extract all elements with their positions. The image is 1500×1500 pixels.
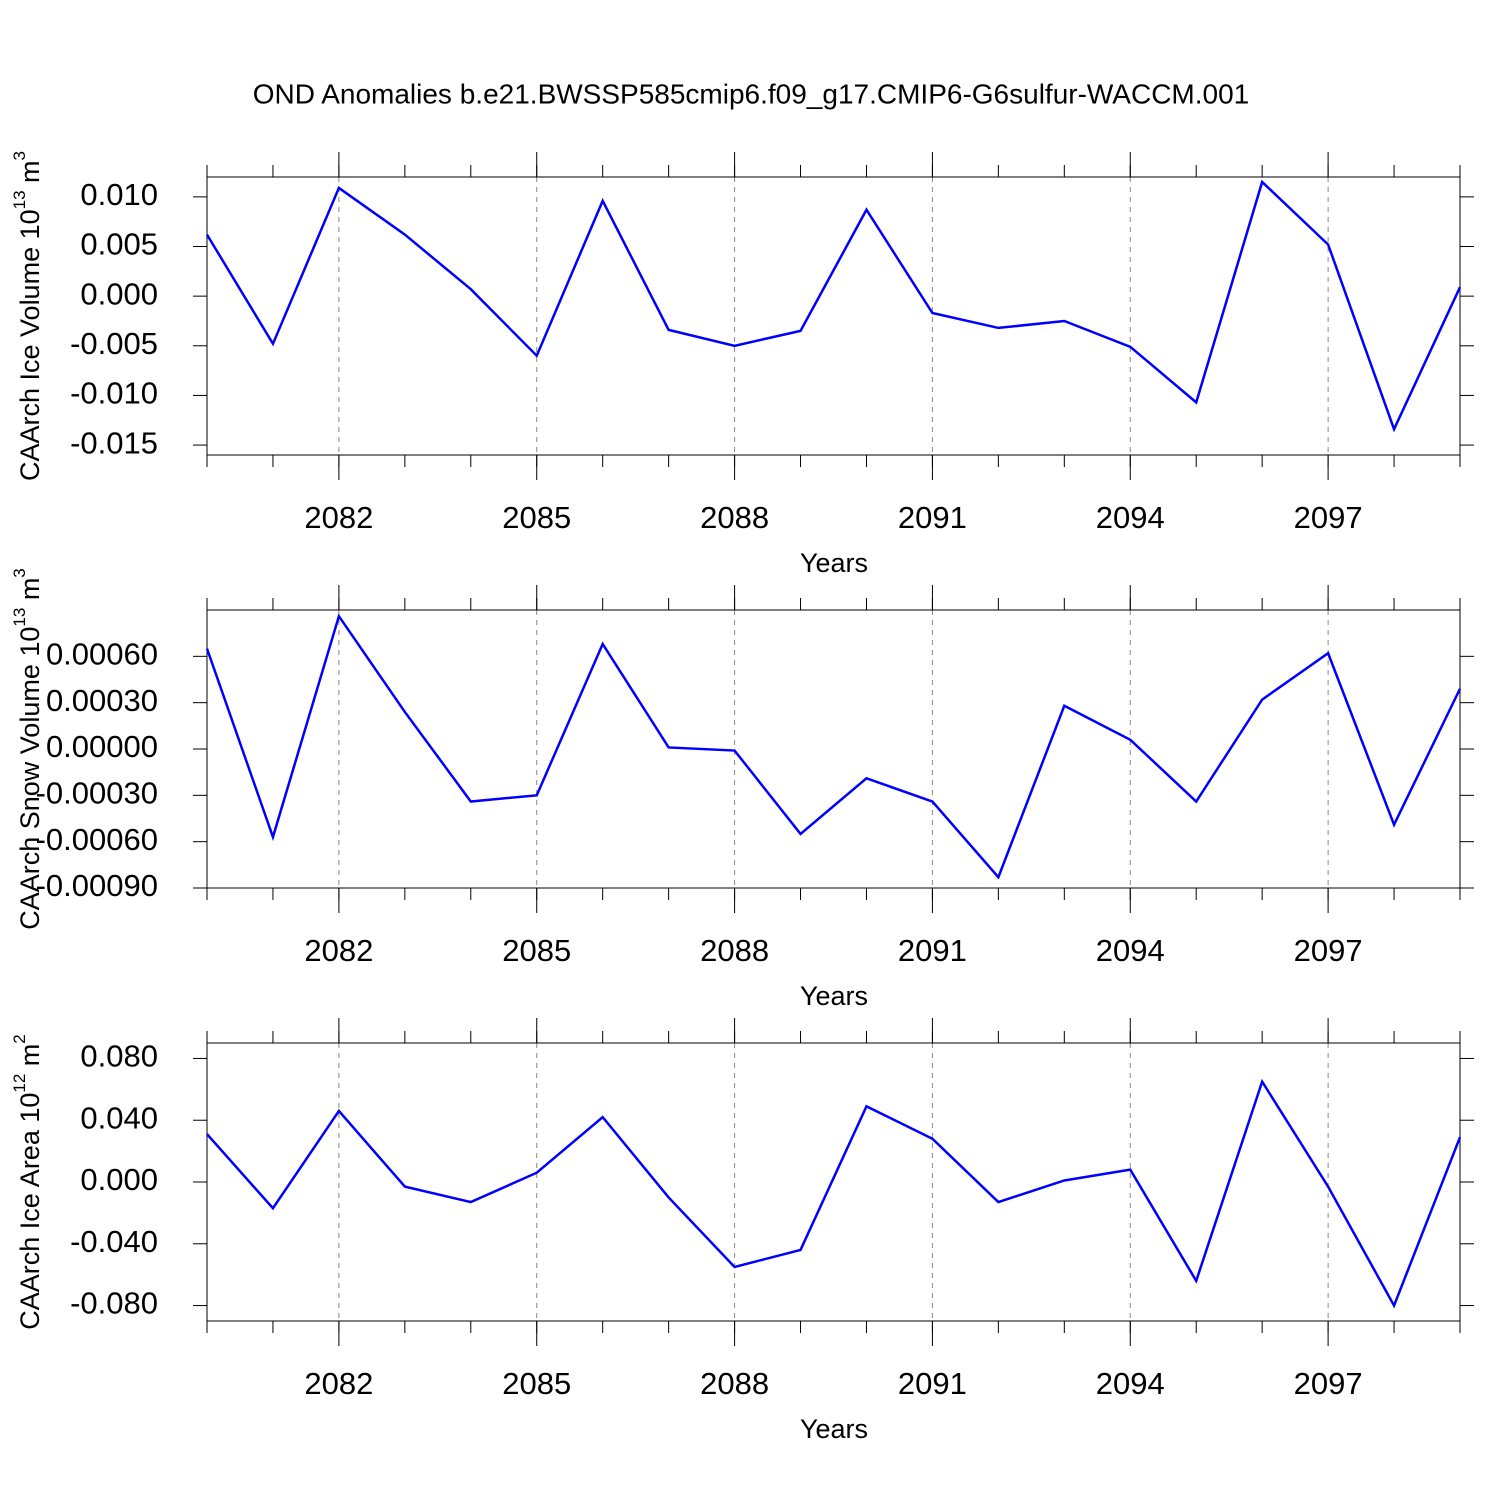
- y-tick-label: -0.010: [70, 376, 158, 411]
- x-tick-label: 2088: [700, 500, 769, 535]
- y-tick-label: 0.000: [80, 1162, 158, 1197]
- y-axis-label-text: m: [15, 160, 45, 190]
- y-axis-label: CAArch Ice Volume 1013 m3: [10, 151, 45, 481]
- y-axis-label-exponent: 13: [10, 608, 29, 627]
- y-axis-label-exponent: 3: [10, 568, 29, 577]
- y-tick-label: -0.005: [70, 326, 158, 361]
- x-axis-label: Years: [800, 1414, 868, 1444]
- y-tick-label: 0.00030: [46, 683, 158, 718]
- x-tick-label: 2085: [502, 1366, 571, 1401]
- x-tick-label: 2091: [898, 1366, 967, 1401]
- x-tick-label: 2097: [1294, 933, 1363, 968]
- y-axis-label-exponent: 12: [10, 1074, 29, 1093]
- y-tick-label: -0.00090: [36, 868, 158, 903]
- y-tick-label: 0.040: [80, 1100, 158, 1135]
- y-axis-label-text: CAArch Ice Volume 10: [15, 209, 45, 481]
- x-tick-label: 2091: [898, 500, 967, 535]
- x-tick-label: 2097: [1294, 500, 1363, 535]
- y-axis-label-text: m: [15, 1044, 45, 1074]
- y-axis-label-exponent: 13: [10, 190, 29, 209]
- y-tick-label: 0.010: [80, 177, 158, 212]
- x-tick-label: 2088: [700, 933, 769, 968]
- x-tick-label: 2082: [304, 1366, 373, 1401]
- data-line: [205, 179, 1462, 433]
- y-tick-label: -0.015: [70, 425, 158, 460]
- x-tick-label: 2085: [502, 933, 571, 968]
- data-line: [206, 1078, 1462, 1309]
- plot-frame: [206, 176, 1461, 456]
- x-tick-label: 2082: [304, 933, 373, 968]
- y-tick-label: -0.00030: [36, 776, 158, 811]
- chart-title: OND Anomalies b.e21.BWSSP585cmip6.f09_g1…: [253, 78, 1250, 109]
- x-axis-label: Years: [800, 981, 868, 1011]
- y-tick-label: 0.00000: [46, 729, 158, 764]
- y-tick-label: -0.00060: [36, 822, 158, 857]
- y-tick-label: -0.040: [70, 1224, 158, 1259]
- y-axis-label: CAArch Snow Volume 1013 m3: [10, 568, 45, 930]
- y-axis-label-text: CAArch Ice Area 10: [15, 1093, 45, 1330]
- x-tick-label: 2085: [502, 500, 571, 535]
- x-tick-label: 2094: [1096, 933, 1165, 968]
- y-axis-label-exponent: 3: [10, 151, 29, 160]
- y-axis-label-text: m: [15, 578, 45, 608]
- x-tick-label: 2094: [1096, 500, 1165, 535]
- y-tick-label: 0.080: [80, 1039, 158, 1074]
- y-axis-label: CAArch Ice Area 1012 m2: [10, 1034, 45, 1330]
- x-axis-label: Years: [800, 548, 868, 578]
- x-tick-label: 2097: [1294, 1366, 1363, 1401]
- x-tick-label: 2082: [304, 500, 373, 535]
- x-tick-label: 2088: [700, 1366, 769, 1401]
- y-tick-label: -0.080: [70, 1286, 158, 1321]
- data-line: [205, 613, 1462, 880]
- y-axis-label-text: CAArch Snow Volume 10: [15, 627, 45, 930]
- y-axis-label-exponent: 2: [10, 1034, 29, 1043]
- y-tick-label: 0.000: [80, 276, 158, 311]
- plot-frame: [206, 1042, 1461, 1322]
- x-tick-label: 2091: [898, 933, 967, 968]
- y-tick-label: 0.00060: [46, 637, 158, 672]
- x-tick-label: 2094: [1096, 1366, 1165, 1401]
- plot-frame: [206, 609, 1461, 889]
- y-tick-label: 0.005: [80, 227, 158, 262]
